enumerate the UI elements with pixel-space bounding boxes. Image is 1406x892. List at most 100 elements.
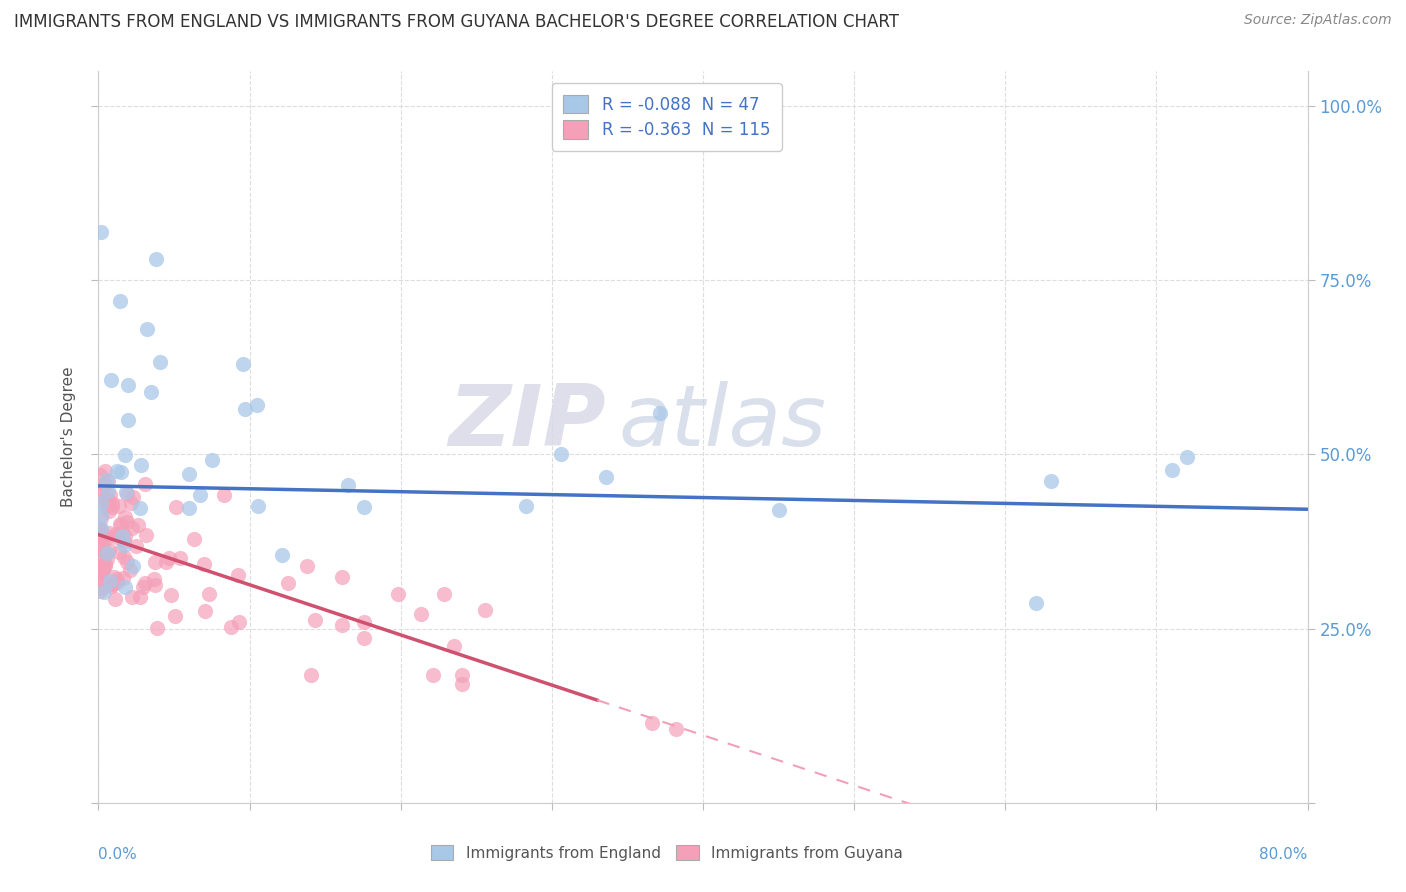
Point [127,517,149,532]
Point [411,607,433,622]
Point [226,567,249,582]
Point [115,515,138,529]
Point [89,558,111,573]
Point [149,355,172,369]
Point [91,531,114,545]
Point [96,474,118,488]
Point [768,502,790,516]
Point [105,572,128,586]
Point [103,569,125,583]
Point [595,470,617,484]
Point [145,252,167,267]
Point [111,525,134,540]
Point [110,517,132,532]
Point [136,322,159,336]
Point [100,579,122,593]
Point [89,483,111,498]
Point [112,549,135,564]
Point [157,550,180,565]
Point [114,510,136,524]
Point [122,559,145,574]
Point [114,529,136,543]
Point [94,559,117,574]
Point [93,557,115,571]
Point [94,477,117,491]
Point [93,498,115,512]
Point [246,399,269,413]
Point [94,545,117,559]
Point [89,584,111,599]
Point [98,525,121,540]
Point [135,528,157,542]
Point [101,500,124,514]
Point [97,491,120,506]
Point [474,603,496,617]
Point [89,523,111,537]
Point [90,582,112,596]
Point [89,524,111,538]
Point [194,604,217,618]
Text: IMMIGRANTS FROM ENGLAND VS IMMIGRANTS FROM GUYANA BACHELOR'S DEGREE CORRELATION : IMMIGRANTS FROM ENGLAND VS IMMIGRANTS FR… [14,13,898,31]
Point [353,631,375,645]
Point [96,551,118,566]
Point [117,413,139,427]
Point [330,570,353,584]
Point [115,555,138,569]
Point [97,474,120,488]
Point [89,524,111,538]
Point [233,401,256,416]
Point [90,511,112,525]
Point [221,620,243,634]
Point [91,561,114,575]
Point [107,575,129,590]
Point [90,538,112,552]
Point [121,590,143,604]
Point [332,617,354,632]
Point [177,501,200,516]
Point [117,487,139,501]
Text: atlas: atlas [619,381,827,464]
Point [159,588,181,602]
Point [142,572,165,586]
Point [131,580,153,594]
Text: ZIP: ZIP [449,381,606,464]
Point [131,458,153,473]
Point [111,571,134,585]
Point [108,499,131,513]
Point [433,587,456,601]
Point [129,590,152,604]
Point [183,532,205,546]
Point [97,484,120,499]
Point [112,533,135,548]
Point [304,613,326,627]
Point [387,587,409,601]
Point [134,477,156,491]
Point [118,563,141,577]
Point [90,225,112,239]
Point [228,615,250,629]
Legend: Immigrants from England, Immigrants from Guyana: Immigrants from England, Immigrants from… [423,837,911,868]
Point [665,723,688,737]
Point [93,585,115,599]
Point [188,488,211,502]
Point [179,467,201,482]
Point [94,464,117,478]
Point [96,496,118,510]
Point [89,567,111,582]
Point [101,496,124,510]
Point [515,499,537,513]
Point [100,372,122,386]
Point [169,551,191,566]
Point [91,562,114,576]
Point [108,545,131,559]
Point [103,592,125,607]
Point [97,504,120,518]
Point [89,467,111,482]
Point [98,543,121,558]
Point [165,500,187,515]
Point [101,577,124,591]
Point [112,538,135,552]
Point [143,578,166,592]
Point [105,530,128,544]
Point [90,508,112,523]
